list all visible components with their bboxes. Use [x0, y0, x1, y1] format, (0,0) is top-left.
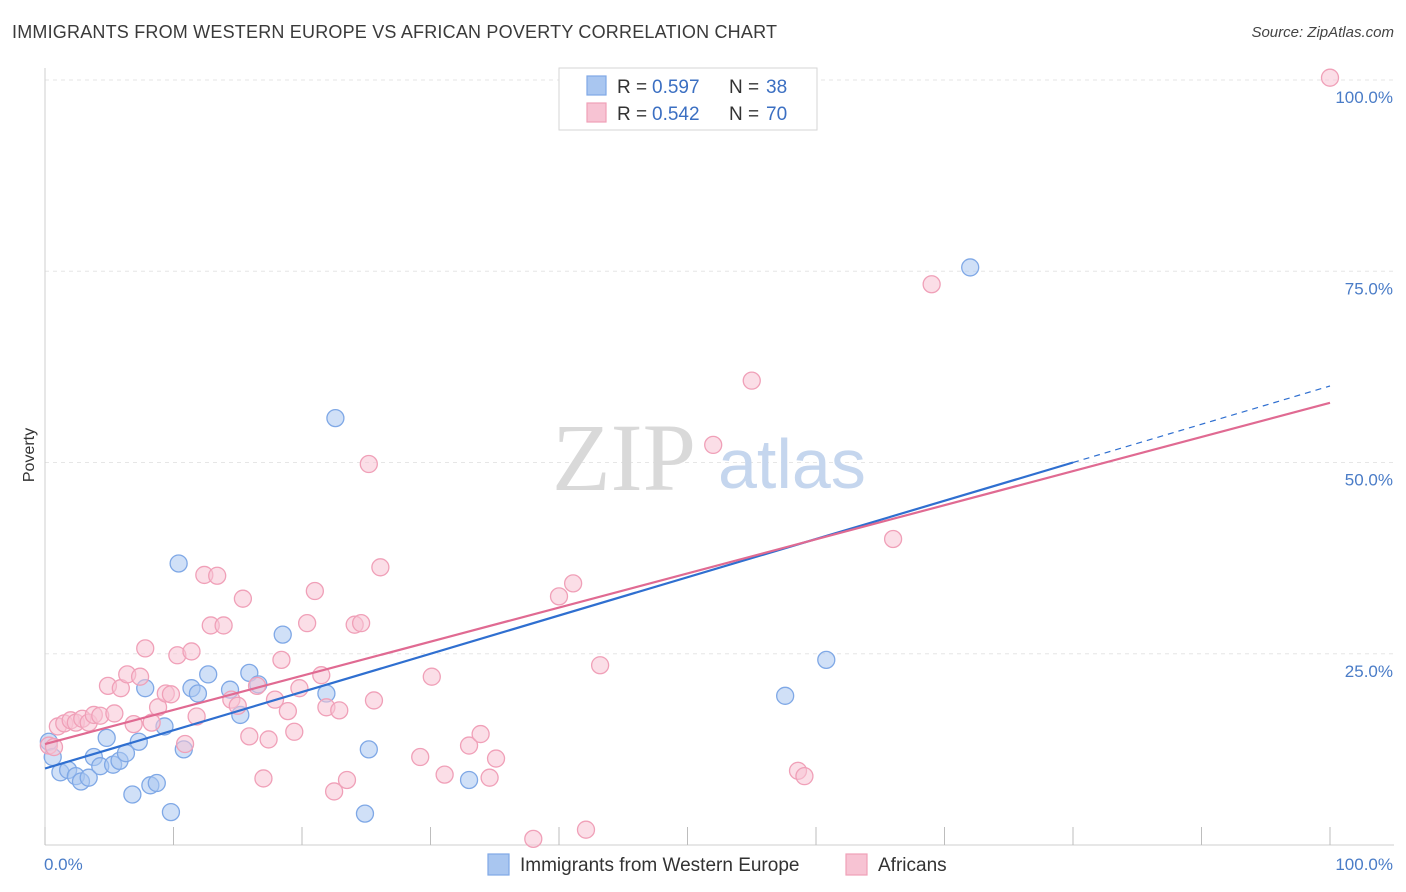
point-s0-17 — [147, 773, 166, 793]
point-s1-66 — [742, 371, 761, 390]
point-s0-23 — [188, 684, 208, 703]
y-tick-label-1: 50.0% — [1345, 471, 1393, 490]
legend-r-value-1: 0.597 — [652, 77, 700, 98]
point-s1-68 — [795, 767, 814, 786]
point-s0-19 — [161, 802, 181, 822]
series-legend-swatch-pink — [845, 853, 868, 876]
point-s1-58 — [480, 768, 499, 787]
tick-labels: 25.0% 50.0% 75.0% 100.0% 0.0% 100.0% — [44, 88, 1393, 874]
point-s1-24 — [187, 707, 206, 726]
point-s1-52 — [371, 558, 390, 577]
stats-legend: R = 0.597 N = 38 R = 0.542 N = 70 — [558, 67, 818, 131]
point-s1-65 — [704, 435, 723, 455]
point-s1-17 — [142, 713, 161, 732]
y-tick-label-3: 100.0% — [1335, 88, 1393, 107]
point-s0-20 — [169, 554, 188, 573]
point-s1-34 — [254, 769, 273, 788]
chart-source: Source: ZipAtlas.com — [1251, 24, 1394, 41]
point-s0-33 — [359, 740, 378, 759]
point-s0-31 — [326, 408, 345, 428]
point-s1-70 — [922, 275, 941, 294]
y-tick-label-2: 75.0% — [1345, 279, 1393, 298]
point-s0-36 — [817, 650, 836, 670]
legend-n-value-2: 70 — [766, 104, 787, 125]
point-s0-9 — [97, 728, 116, 748]
point-s1-15 — [130, 667, 150, 686]
point-s1-35 — [259, 730, 278, 749]
point-s1-56 — [459, 736, 479, 755]
point-s1-23 — [182, 642, 201, 661]
point-s1-53 — [411, 747, 430, 767]
x-tick-label-0: 0.0% — [44, 855, 83, 874]
point-s0-32 — [355, 804, 375, 823]
point-s1-27 — [208, 566, 227, 585]
point-s1-46 — [330, 701, 349, 720]
series-legend-label-pink: Africans — [878, 855, 947, 876]
point-s1-62 — [563, 574, 583, 593]
point-s0-29 — [273, 625, 292, 644]
point-s1-69 — [883, 529, 903, 549]
point-s1-71 — [1320, 68, 1340, 87]
legend-r-value-2: 0.542 — [652, 104, 700, 125]
trend-line-blue-dashed — [1072, 385, 1331, 464]
legend-r-label-2: R = — [617, 104, 647, 125]
point-s1-22 — [175, 734, 195, 754]
watermark: ZIP atlas — [552, 404, 866, 511]
point-s1-64 — [590, 656, 610, 675]
data-points — [39, 68, 1340, 849]
point-s1-57 — [471, 724, 490, 744]
x-tick-label-1: 100.0% — [1335, 855, 1393, 874]
point-s0-6 — [79, 768, 98, 787]
point-s1-20 — [161, 685, 181, 704]
point-s1-50 — [359, 454, 378, 474]
y-axis-label: Poverty — [21, 428, 38, 482]
point-s1-28 — [214, 616, 233, 635]
point-s1-31 — [233, 589, 253, 608]
point-s0-35 — [776, 686, 795, 705]
legend-swatch-blue — [586, 75, 607, 96]
legend-n-label-2: N = — [729, 104, 759, 125]
chart-title: IMMIGRANTS FROM WESTERN EUROPE VS AFRICA… — [12, 22, 778, 42]
legend-n-label-1: N = — [729, 77, 759, 98]
point-s1-18 — [148, 698, 168, 717]
point-s1-37 — [272, 650, 291, 670]
point-s1-47 — [337, 770, 357, 790]
series-legend-label-blue: Immigrants from Western Europe — [520, 855, 799, 876]
axes — [44, 68, 1394, 846]
point-s0-13 — [123, 785, 142, 804]
legend-n-value-1: 38 — [766, 77, 787, 98]
point-s1-49 — [351, 614, 371, 633]
y-tick-label-0: 25.0% — [1345, 662, 1393, 681]
point-s1-38 — [278, 701, 298, 721]
legend-r-label-1: R = — [617, 77, 647, 98]
point-s1-61 — [549, 587, 569, 606]
point-s1-45 — [324, 782, 344, 801]
point-s0-37 — [961, 258, 980, 277]
trend-lines — [44, 385, 1331, 770]
legend-swatch-pink — [586, 102, 607, 123]
series-legend: Immigrants from Western Europe Africans — [487, 853, 947, 876]
point-s1-42 — [305, 581, 325, 601]
watermark-atlas: atlas — [718, 425, 866, 503]
point-s1-63 — [576, 820, 596, 839]
point-s1-32 — [240, 727, 259, 746]
point-s1-59 — [486, 749, 506, 768]
series-legend-swatch-blue — [487, 853, 510, 876]
point-s1-51 — [364, 691, 384, 710]
watermark-zip: ZIP — [552, 404, 696, 511]
point-s1-41 — [297, 614, 317, 633]
point-s1-60 — [524, 829, 543, 849]
point-s1-16 — [136, 639, 155, 658]
point-s1-55 — [435, 765, 454, 784]
point-s1-11 — [105, 704, 124, 723]
point-s1-54 — [422, 667, 441, 686]
point-s0-24 — [199, 665, 218, 684]
point-s1-39 — [285, 722, 304, 741]
trend-line-blue — [44, 461, 1074, 770]
trend-line-pink — [44, 401, 1331, 746]
point-s0-34 — [459, 770, 479, 790]
